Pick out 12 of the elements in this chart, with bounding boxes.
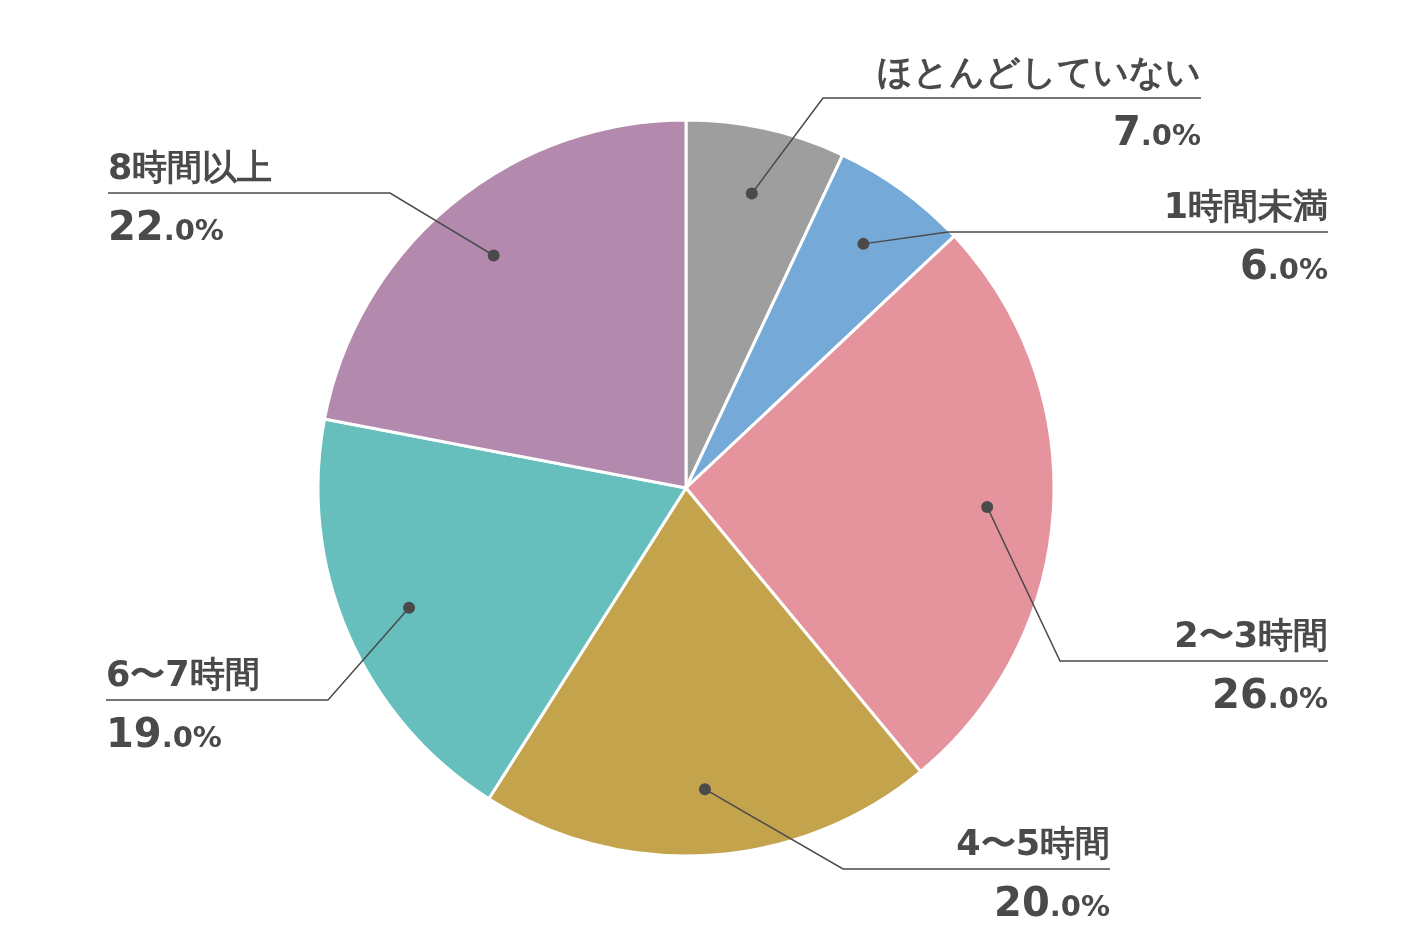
data-label: 19.0% <box>106 710 222 756</box>
data-label: 20.0% <box>994 879 1110 925</box>
data-label: 7.0% <box>1112 108 1201 154</box>
slice-label: 1時間未満 <box>1163 186 1328 226</box>
slice-label: 6〜7時間 <box>106 654 260 694</box>
data-label: 26.0% <box>1212 671 1328 717</box>
data-label: 22.0% <box>108 203 224 249</box>
slice-label: 4〜5時間 <box>956 823 1110 863</box>
data-label: 6.0% <box>1239 242 1328 288</box>
slice-label: 8時間以上 <box>108 147 273 187</box>
slice-label: ほとんどしていない <box>877 52 1201 92</box>
slice-label: 2〜3時間 <box>1174 615 1328 655</box>
